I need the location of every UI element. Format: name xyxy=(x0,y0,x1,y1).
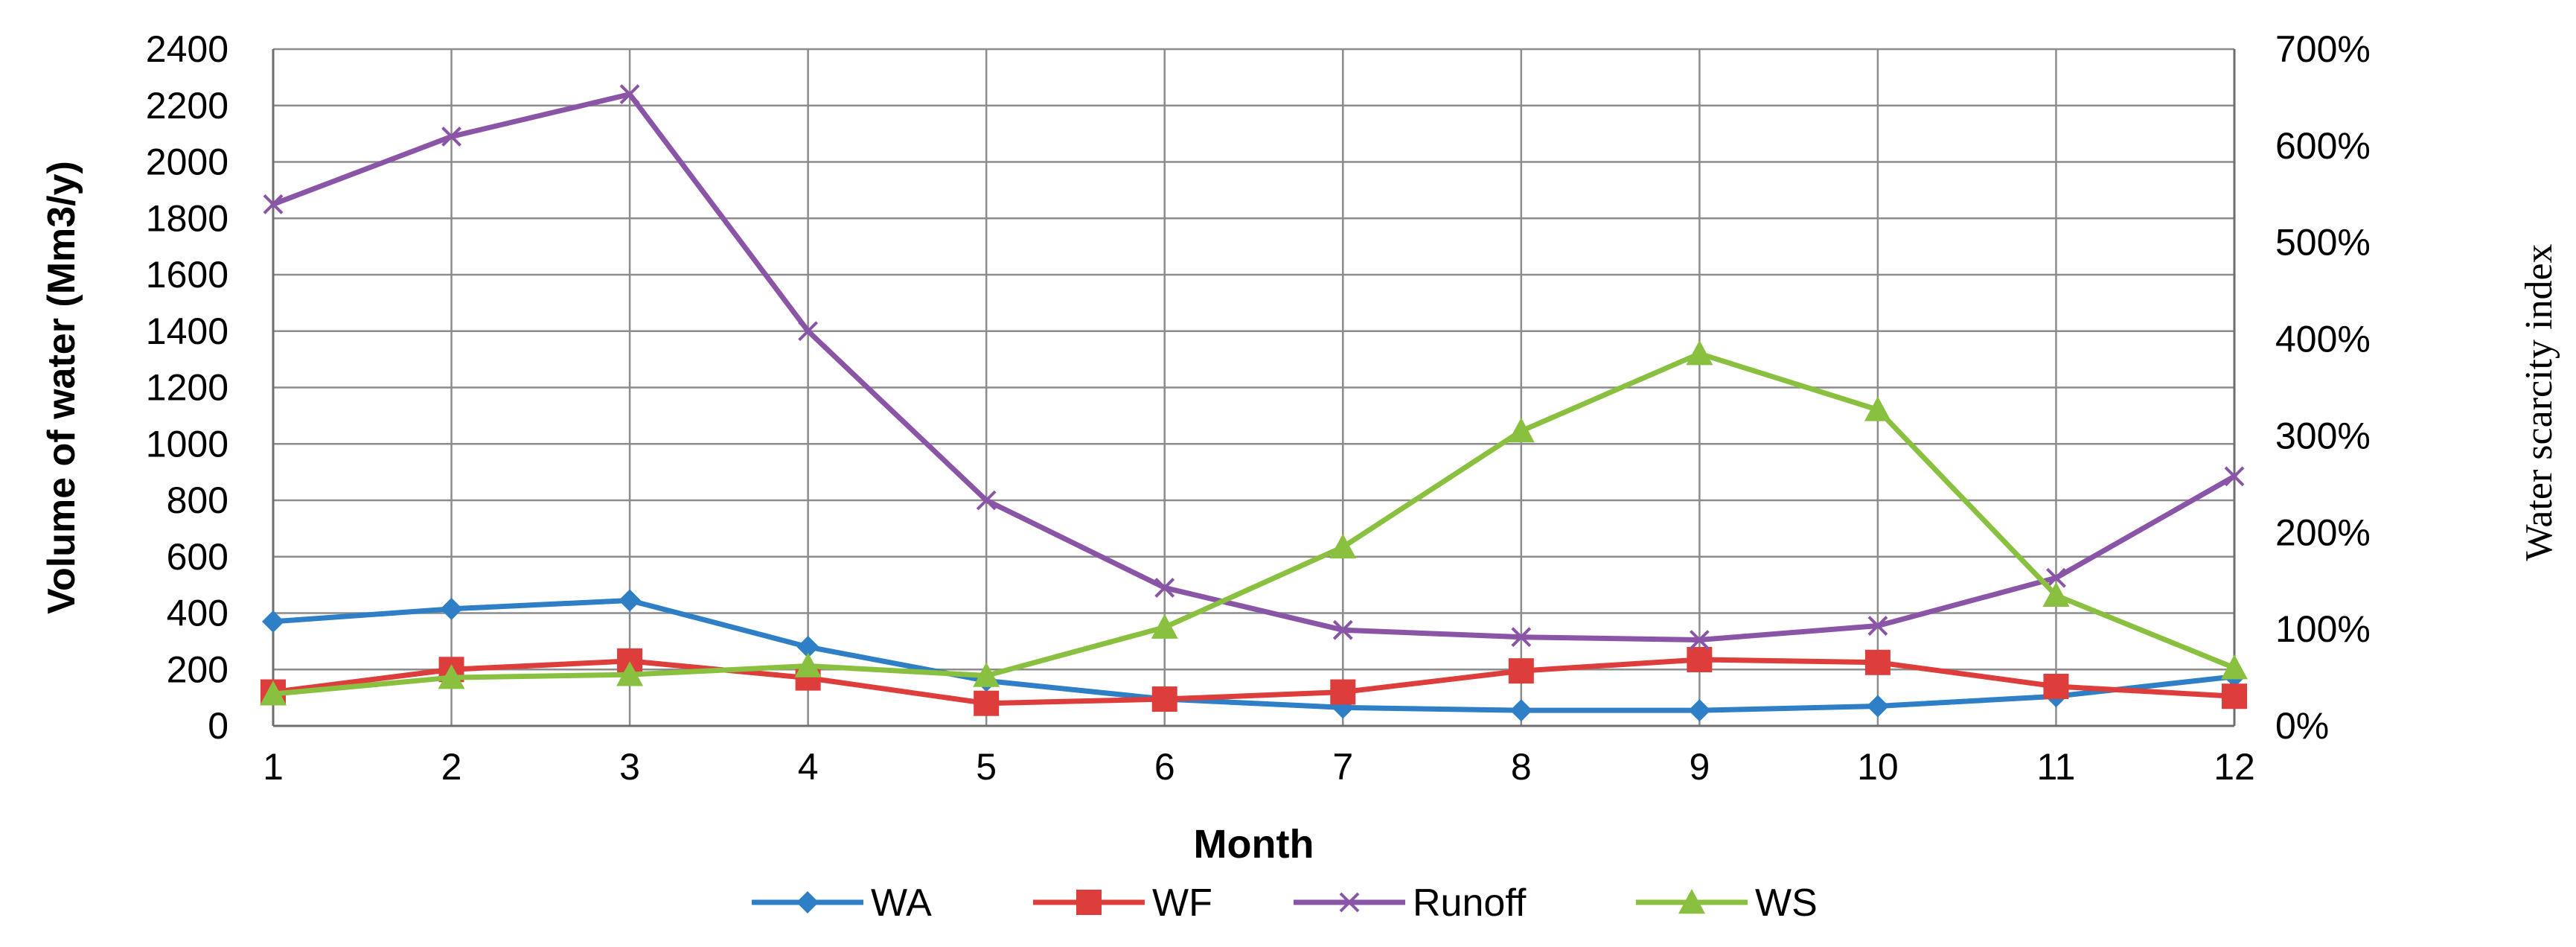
x-tick-label: 3 xyxy=(619,746,640,788)
data-point-runoff xyxy=(1332,619,1353,640)
data-point-wa xyxy=(1866,695,1889,718)
x-tick-label: 6 xyxy=(1154,746,1175,788)
legend-item-runoff: Runoff xyxy=(1294,881,1527,925)
series-line-wf xyxy=(270,657,2237,707)
data-point-ws xyxy=(2221,654,2248,680)
y-tick-label: 400 xyxy=(167,593,228,634)
y-tick-label: 800 xyxy=(167,479,228,521)
legend-item-wa: WA xyxy=(752,881,932,925)
legend-label: WF xyxy=(1152,881,1212,925)
x-tick-label: 5 xyxy=(976,746,997,788)
x-tick-label: 9 xyxy=(1689,746,1710,788)
data-point-ws xyxy=(1864,396,1891,421)
data-point-runoff xyxy=(1689,630,1710,650)
data-point-wf xyxy=(1864,649,1891,675)
data-point-ws xyxy=(1507,417,1535,443)
y-tick-label: 1800 xyxy=(146,197,228,239)
data-point-wa xyxy=(262,610,284,633)
x-tick-label: 1 xyxy=(263,746,284,788)
data-point-ws xyxy=(794,652,822,677)
data-point-runoff xyxy=(1154,577,1175,598)
y-axis-title: Volume of water (Mm3/y) xyxy=(40,161,83,614)
data-point-runoff xyxy=(263,194,284,214)
data-point-wa xyxy=(440,597,463,620)
legend-label: Runoff xyxy=(1413,881,1527,925)
y-tick-label: 2400 xyxy=(146,28,228,70)
data-point-runoff xyxy=(976,490,997,511)
data-point-wa xyxy=(1509,699,1533,722)
data-point-runoff xyxy=(798,321,819,342)
data-point-wf xyxy=(2043,673,2069,699)
legend-item-ws: WS xyxy=(1636,881,1818,925)
data-point-ws xyxy=(1151,613,1178,639)
series-line-runoff xyxy=(270,92,2237,643)
y-tick-label: 0 xyxy=(208,705,228,747)
data-point-wa xyxy=(1688,699,1711,722)
legend-label: WS xyxy=(1755,881,1818,925)
data-point-runoff xyxy=(2046,567,2066,588)
x-tick-label: 8 xyxy=(1511,746,1532,788)
series-line-wa xyxy=(270,597,2237,713)
legend-marker xyxy=(1678,889,1705,914)
data-point-ws xyxy=(438,664,465,689)
data-point-ws xyxy=(1329,533,1357,559)
data-point-runoff xyxy=(619,84,640,105)
y2-axis-title: Water scarcity index xyxy=(2518,243,2560,561)
data-point-ws xyxy=(2042,581,2070,607)
data-point-wa xyxy=(619,589,642,612)
data-point-wf xyxy=(1330,679,1356,705)
y2-tick-label: 600% xyxy=(2275,125,2371,167)
y-tick-label: 1000 xyxy=(146,423,228,465)
x-tick-label: 12 xyxy=(2214,746,2255,788)
y2-tick-label: 200% xyxy=(2275,511,2371,553)
data-point-ws xyxy=(973,662,1000,687)
data-point-wf xyxy=(2222,683,2247,710)
y-tick-label: 200 xyxy=(167,648,228,690)
y-tick-label: 2200 xyxy=(146,85,228,127)
data-point-wf xyxy=(1508,658,1534,684)
data-point-runoff xyxy=(1867,616,1888,636)
data-point-ws xyxy=(616,661,644,686)
x-tick-label: 4 xyxy=(798,746,819,788)
y2-tick-label: 300% xyxy=(2275,415,2371,456)
y2-tick-label: 700% xyxy=(2275,28,2371,70)
data-point-runoff xyxy=(1511,627,1532,648)
series-line-ws xyxy=(270,351,2237,697)
data-point-wf xyxy=(1151,686,1177,712)
legend-item-wf: WF xyxy=(1033,881,1212,925)
y-tick-label: 600 xyxy=(167,536,228,578)
y2-tick-label: 500% xyxy=(2275,222,2371,264)
y-tick-label: 2000 xyxy=(146,141,228,183)
legend-label: WA xyxy=(871,881,932,925)
y2-tick-label: 400% xyxy=(2275,319,2371,360)
legend-marker xyxy=(1339,892,1360,913)
data-point-wf xyxy=(1687,646,1713,672)
x-tick-label: 2 xyxy=(441,746,462,788)
y2-tick-label: 100% xyxy=(2275,608,2371,650)
data-point-runoff xyxy=(2224,466,2245,487)
x-tick-label: 11 xyxy=(2037,746,2076,788)
data-point-ws xyxy=(1686,340,1713,366)
data-point-runoff xyxy=(441,126,461,147)
legend-marker xyxy=(1076,890,1102,915)
y2-tick-label: 0% xyxy=(2275,705,2329,747)
data-point-ws xyxy=(260,680,287,706)
data-point-wa xyxy=(796,635,819,658)
y-tick-label: 1200 xyxy=(146,367,228,409)
y-tick-label: 1600 xyxy=(146,254,228,296)
x-tick-label: 10 xyxy=(1857,746,1899,788)
legend-marker xyxy=(796,891,819,913)
x-tick-label: 7 xyxy=(1332,746,1353,788)
x-axis-title: Month xyxy=(1194,822,1314,867)
data-point-wf xyxy=(974,690,1000,716)
y-tick-label: 1400 xyxy=(146,310,228,352)
